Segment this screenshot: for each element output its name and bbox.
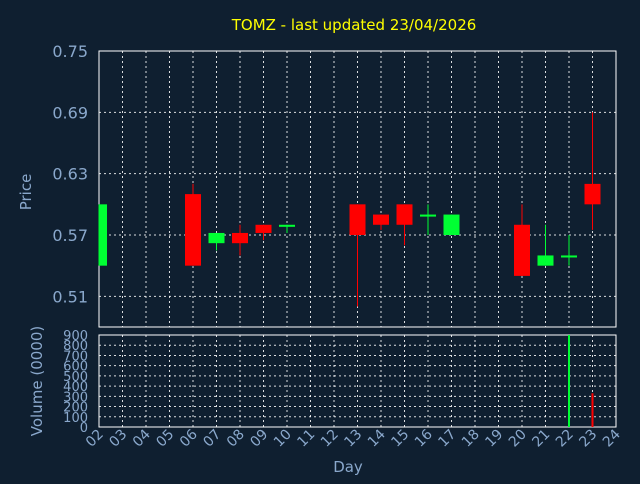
x-ticks: 02 03 04 05 06 07 08 09 10 11 12 13 14 15 16 17 18 19 20 21… [83,426,624,450]
x-tick-label: 09 [247,427,271,451]
candle-body [396,204,413,225]
price-tick-label: 0.57 [52,226,88,245]
x-tick-label: 07 [200,427,224,451]
x-tick-label: 10 [271,427,295,451]
candle [208,232,225,251]
x-tick-label: 24 [600,426,624,450]
x-axis-label: Day [333,458,363,476]
candle [98,204,107,266]
candle [255,224,272,241]
x-tick-label: 22 [553,427,577,451]
chart-title: TOMZ - last updated 23/04/2026 [231,16,477,34]
x-tick-label: 23 [576,427,600,451]
candle [349,204,366,307]
x-tick-label: 06 [177,426,201,450]
x-tick-label: 14 [365,426,389,450]
price-axis-label: Price [17,174,35,211]
volume-bar [568,335,570,427]
x-tick-label: 13 [341,427,365,451]
volume-tick-label: 500 [63,370,88,385]
candle-body [185,194,201,266]
candle-body [443,214,460,235]
candle-body [373,214,389,225]
volume-axis-label: Volume (0000) [28,326,46,436]
volume-tick-label: 600 [63,360,88,375]
candle-body [232,232,248,244]
candles [98,112,601,307]
volume-bar [591,393,594,427]
price-tick-label: 0.51 [52,287,88,306]
x-tick-label: 05 [153,427,177,451]
x-tick-label: 16 [412,426,436,450]
candle [584,112,601,230]
volume-grid [99,335,616,427]
candle [420,204,436,235]
x-tick-label: 20 [506,427,530,451]
volume-tick-label: 100 [63,411,88,426]
candle-body [279,224,295,227]
volume-tick-label: 900 [63,329,88,344]
x-tick-label: 12 [318,427,342,451]
candle [514,204,530,276]
volume-tick-label: 800 [63,339,88,354]
price-tick-label: 0.63 [52,165,88,184]
candle [232,224,248,256]
candle-body [584,183,601,205]
volume-tick-label: 300 [63,390,88,405]
candle [185,183,201,266]
volume-tick-label: 0 [80,421,88,436]
price-ticks: 0.75 0.69 0.63 0.57 0.51 [52,42,88,306]
volume-tick-label: 700 [63,349,88,364]
x-tick-label: 08 [224,427,248,451]
x-tick-label: 04 [130,426,154,450]
price-tick-label: 0.69 [52,103,88,122]
price-tick-label: 0.75 [52,42,88,61]
candle [396,204,413,246]
candle-body [537,255,554,266]
candle [373,214,389,230]
candle [279,224,295,233]
x-tick-label: 11 [294,427,318,451]
volume-tick-label: 200 [63,401,88,416]
x-tick-label: 19 [482,427,506,451]
x-tick-label: 17 [435,427,459,451]
volume-bars [568,335,594,427]
candle-body [514,224,530,276]
x-tick-label: 21 [529,427,553,451]
x-tick-label: 18 [459,427,483,451]
x-tick-label: 15 [388,427,412,451]
candle-body [561,255,577,258]
candle [537,224,554,266]
candle-body [208,232,225,244]
candle-body [255,224,272,233]
candle-body [420,214,436,217]
x-tick-label: 03 [106,427,130,451]
volume-tick-label: 400 [63,380,88,395]
candle-body [349,204,366,235]
candle [443,214,460,235]
candle-body [99,204,107,266]
candle [561,235,577,266]
